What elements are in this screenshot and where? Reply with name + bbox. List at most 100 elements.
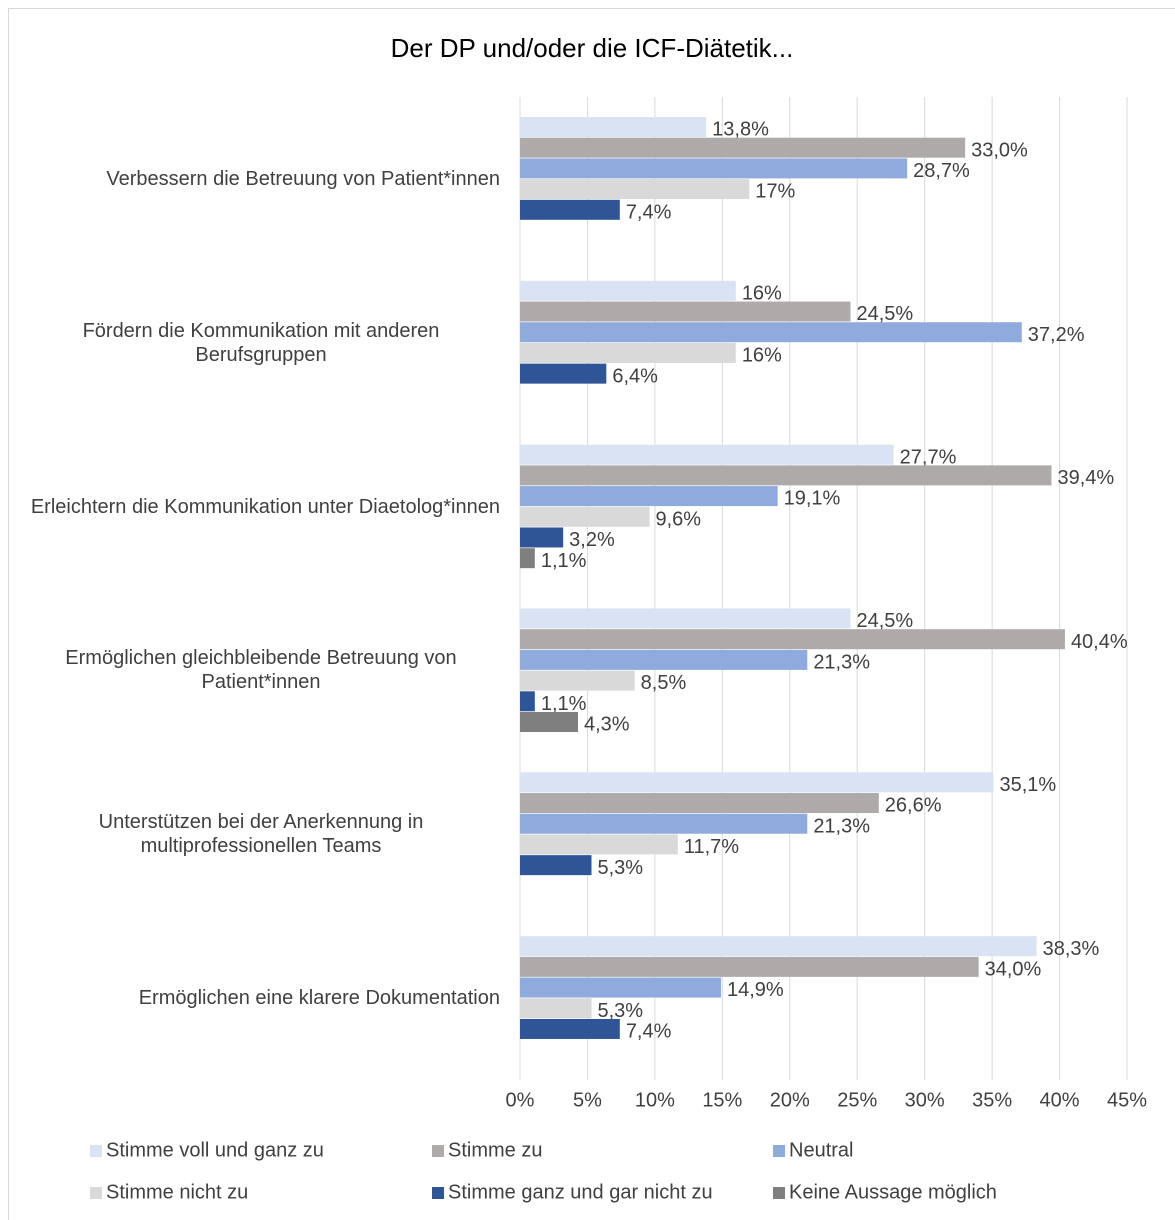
chart-frame (8, 8, 1175, 1220)
legend-label: Neutral (789, 1139, 853, 1161)
value-label: 9,6% (655, 508, 701, 530)
category-label-box: Verbessern die Betreuung von Patient*inn… (10, 149, 500, 209)
value-label: 38,3% (1043, 938, 1100, 960)
category-label-box: Ermöglichen gleichbleibende Betreuung vo… (10, 640, 500, 700)
bar (520, 793, 879, 814)
bar (520, 342, 736, 363)
x-tick-label: 20% (770, 1089, 810, 1111)
value-label: 33,0% (971, 139, 1028, 161)
bar (520, 712, 579, 732)
category-label: Ermöglichen eine klarere Dokumentation (138, 987, 500, 1010)
value-label: 3,2% (569, 529, 615, 551)
value-label: 13,8% (712, 119, 769, 141)
value-label: 19,1% (784, 488, 841, 510)
x-tick-label: 25% (837, 1089, 877, 1111)
legend-label: Stimme ganz und gar nicht zu (448, 1181, 713, 1203)
legend-swatch (90, 1187, 102, 1199)
category-label: Fördern die Kommunikation mit anderen Be… (82, 319, 440, 366)
bar (520, 649, 808, 670)
legend-swatch (773, 1145, 785, 1157)
bar (520, 465, 1052, 486)
bar (520, 486, 778, 507)
bar (520, 936, 1037, 957)
x-tick-label: 5% (573, 1089, 602, 1111)
x-tick-label: 45% (1107, 1089, 1147, 1111)
bar (520, 363, 607, 384)
bar (520, 527, 564, 548)
value-label: 11,7% (684, 836, 739, 858)
value-label: 17% (755, 181, 795, 203)
value-label: 37,2% (1028, 324, 1085, 346)
value-label: 24,5% (856, 610, 913, 632)
value-label: 24,5% (856, 303, 913, 325)
value-label: 21,3% (813, 652, 870, 674)
value-label: 34,0% (985, 958, 1042, 980)
bar (520, 691, 535, 712)
value-label: 4,3% (584, 714, 630, 736)
legend-swatch (773, 1187, 785, 1199)
value-label: 1,1% (541, 693, 587, 715)
value-label: 16% (742, 282, 782, 304)
category-label-box: Fördern die Kommunikation mit anderen Be… (10, 313, 500, 373)
bar (520, 855, 592, 876)
category-label-box: Unterstützen bei der Anerkennung in mult… (10, 804, 500, 864)
bar (520, 301, 851, 322)
value-label: 7,4% (626, 1021, 672, 1043)
x-tick-label: 0% (506, 1089, 535, 1111)
legend-swatch (432, 1187, 444, 1199)
value-label: 21,3% (813, 815, 870, 837)
legend-swatch (90, 1145, 102, 1157)
x-tick-label: 30% (905, 1089, 945, 1111)
bar (520, 280, 736, 301)
x-tick-label: 10% (635, 1089, 675, 1111)
legend-label: Stimme zu (448, 1139, 542, 1161)
value-label: 7,4% (626, 201, 672, 223)
legend-label: Stimme nicht zu (106, 1181, 248, 1203)
bar (520, 977, 721, 998)
value-label: 14,9% (727, 979, 784, 1001)
chart-title: Der DP und/oder die ICF-Diätetik... (391, 33, 794, 63)
bar (520, 956, 979, 977)
bar (520, 179, 750, 200)
bar (520, 199, 620, 220)
bar (520, 813, 808, 834)
value-label: 5,3% (597, 857, 643, 879)
value-label: 27,7% (900, 446, 957, 468)
value-label: 16% (742, 345, 782, 367)
value-label: 8,5% (641, 672, 687, 694)
value-label: 39,4% (1057, 467, 1114, 489)
value-label: 26,6% (885, 795, 942, 817)
bar (520, 506, 650, 527)
bar (520, 158, 908, 179)
value-label: 1,1% (541, 550, 587, 572)
bar (520, 629, 1065, 650)
bar (520, 608, 851, 629)
category-label: Verbessern die Betreuung von Patient*inn… (106, 167, 500, 190)
value-label: 40,4% (1071, 631, 1128, 653)
category-label-box: Erleichtern die Kommunikation unter Diae… (10, 477, 500, 537)
value-label: 5,3% (597, 1000, 643, 1022)
x-tick-label: 35% (972, 1089, 1012, 1111)
category-label: Unterstützen bei der Anerkennung in mult… (98, 811, 424, 858)
category-label: Erleichtern die Kommunikation unter Diae… (30, 495, 500, 518)
bar (520, 548, 535, 569)
category-label-box: Ermöglichen eine klarere Dokumentation (10, 968, 500, 1028)
legend-label: Stimme voll und ganz zu (106, 1139, 324, 1161)
bar (520, 772, 994, 793)
bar (520, 117, 707, 137)
category-label: Ermöglichen gleichbleibende Betreuung vo… (65, 647, 457, 694)
bar (520, 444, 894, 465)
bar (520, 670, 635, 691)
bar (520, 834, 678, 855)
bar (520, 137, 966, 158)
value-label: 28,7% (913, 160, 970, 182)
bar (520, 1018, 620, 1039)
legend-label: Keine Aussage möglich (789, 1181, 997, 1203)
bar (520, 322, 1022, 343)
value-label: 35,1% (999, 774, 1056, 796)
bar (520, 998, 592, 1019)
x-tick-label: 40% (1040, 1089, 1080, 1111)
value-label: 6,4% (612, 365, 658, 387)
